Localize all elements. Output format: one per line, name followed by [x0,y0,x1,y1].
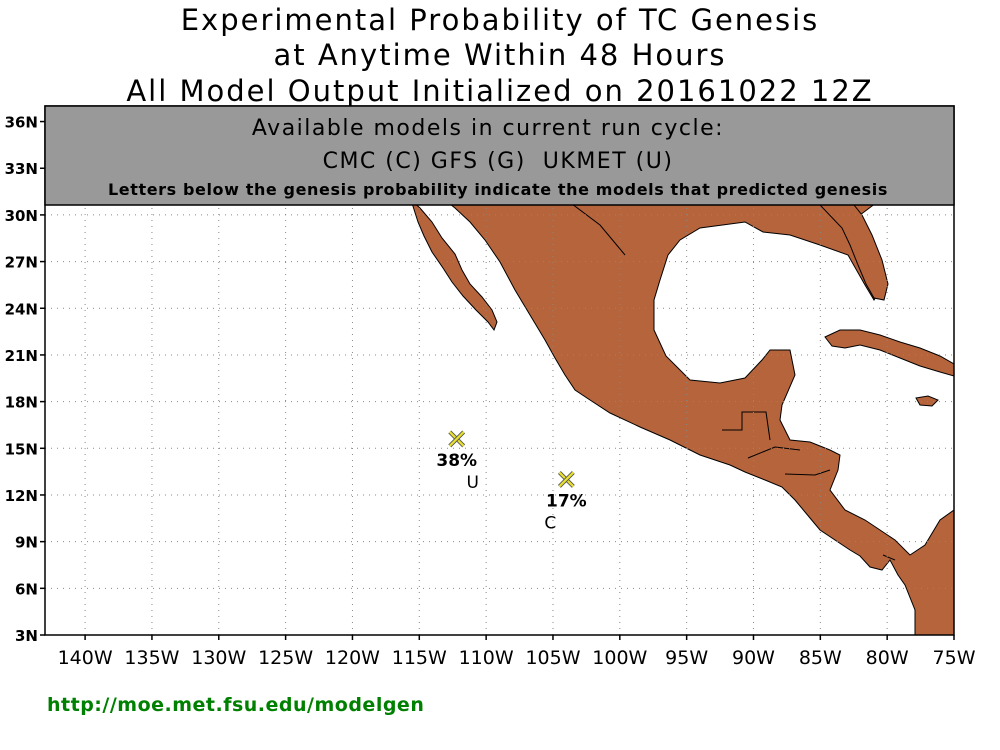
lat-label-33N: 33N [5,160,38,178]
lon-label-140W: 140W [58,647,113,669]
land-baja-california [409,198,498,332]
genesis-probability-label: 38% [436,451,477,471]
map-chart: 3N 6N 9N 12N 15N 18N 21N 24N 27N 30N 33N 36N 140W 13… [5,105,976,669]
lat-label-6N: 6N [15,580,38,598]
lon-label-90W: 90W [732,647,775,669]
genesis-probability-label: 17% [546,491,587,511]
genesis-x-marker [558,471,575,488]
banner-background [44,105,955,206]
lat-label-36N: 36N [5,114,38,132]
banner-line-3: Letters below the genesis probability in… [108,180,888,199]
lon-label-105W: 105W [525,647,580,669]
land-mexico-central-america [383,106,954,635]
land-florida [818,199,889,301]
footer-url[interactable]: http://moe.met.fsu.edu/modelgen [47,694,425,716]
lat-label-30N: 30N [5,207,38,225]
title-line-2: at Anytime Within 48 Hours [273,38,727,72]
land-layer [383,106,954,635]
lon-label-75W: 75W [933,647,976,669]
longitude-labels: 140W 135W 130W 125W 120W 115W 110W 105W 100W 95W 9… [58,635,976,669]
grid-lines [45,106,954,635]
lon-label-125W: 125W [258,647,313,669]
lat-label-9N: 9N [15,534,38,552]
genesis-point-2: 17%C [544,470,587,533]
title-line-1: Experimental Probability of TC Genesis [180,3,820,37]
lat-label-21N: 21N [5,347,38,365]
title-line-3: All Model Output Initialized on 20161022… [126,74,874,108]
banner-line-1: Available models in current run cycle: [252,116,724,141]
lat-label-15N: 15N [5,440,38,458]
genesis-x-marker [448,431,465,447]
lon-label-100W: 100W [592,647,647,669]
lon-label-85W: 85W [799,647,842,669]
lon-label-130W: 130W [191,647,246,669]
lon-label-115W: 115W [392,647,447,669]
lat-label-24N: 24N [5,300,38,318]
genesis-models-label: C [544,513,556,533]
lat-label-12N: 12N [5,487,38,505]
lat-label-3N: 3N [15,627,38,645]
genesis-models-label: U [466,473,478,493]
lon-label-110W: 110W [459,647,514,669]
land-cuba [824,329,954,377]
lon-label-120W: 120W [325,647,380,669]
lon-label-95W: 95W [665,647,708,669]
lon-label-135W: 135W [124,647,179,669]
genesis-markers: 38%U 17%C [436,430,587,533]
latitude-labels: 3N 6N 9N 12N 15N 18N 21N 24N 27N 30N 33N 36N [5,114,45,645]
land-jamaica [915,395,939,407]
models-banner: Available models in current run cycle: C… [44,105,955,206]
lat-label-27N: 27N [5,254,38,272]
banner-line-2: CMC (C) GFS (G) UKMET (U) [323,149,674,174]
genesis-point-1: 38%U [436,430,479,493]
lat-label-18N: 18N [5,394,38,412]
lon-label-80W: 80W [866,647,909,669]
